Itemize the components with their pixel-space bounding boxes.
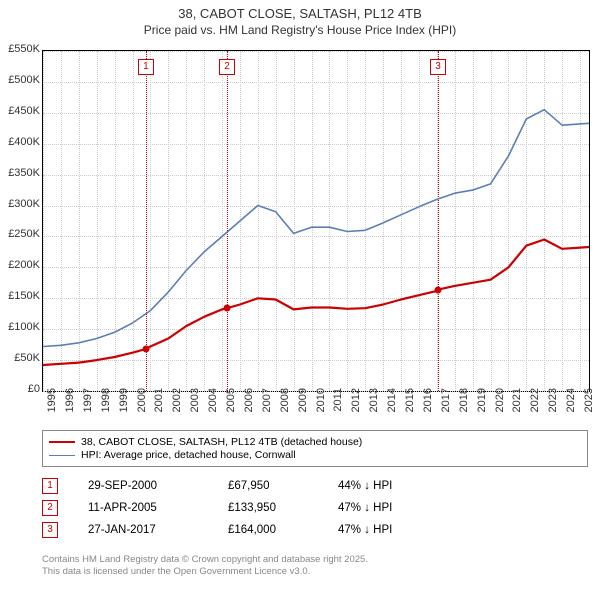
legend-swatch bbox=[49, 455, 75, 456]
sales-price: £133,950 bbox=[228, 502, 338, 514]
sales-table: 1 29-SEP-2000 £67,950 44% ↓ HPI 2 11-APR… bbox=[42, 475, 438, 541]
sales-delta: 44% ↓ HPI bbox=[338, 480, 438, 492]
sales-date: 27-JAN-2017 bbox=[88, 524, 228, 536]
legend-item: 38, CABOT CLOSE, SALTASH, PL12 4TB (deta… bbox=[49, 436, 581, 448]
sales-date: 29-SEP-2000 bbox=[88, 480, 228, 492]
sales-marker: 2 bbox=[42, 500, 58, 516]
sales-price: £164,000 bbox=[228, 524, 338, 536]
attribution: Contains HM Land Registry data © Crown c… bbox=[42, 554, 368, 579]
title-block: 38, CABOT CLOSE, SALTASH, PL12 4TB Price… bbox=[0, 0, 600, 37]
legend: 38, CABOT CLOSE, SALTASH, PL12 4TB (deta… bbox=[42, 430, 588, 467]
title-line1: 38, CABOT CLOSE, SALTASH, PL12 4TB bbox=[0, 6, 600, 21]
legend-swatch bbox=[49, 441, 75, 443]
plot-region: 123 bbox=[43, 51, 589, 391]
sales-date: 11-APR-2005 bbox=[88, 502, 228, 514]
sales-delta: 47% ↓ HPI bbox=[338, 524, 438, 536]
attribution-line1: Contains HM Land Registry data © Crown c… bbox=[42, 554, 368, 566]
chart-plot-area: 123 bbox=[42, 50, 590, 392]
title-line2: Price paid vs. HM Land Registry's House … bbox=[0, 23, 600, 37]
sales-delta: 47% ↓ HPI bbox=[338, 502, 438, 514]
sales-marker: 3 bbox=[42, 522, 58, 538]
legend-item: HPI: Average price, detached house, Corn… bbox=[49, 449, 581, 461]
sales-row: 3 27-JAN-2017 £164,000 47% ↓ HPI bbox=[42, 519, 438, 541]
sales-row: 2 11-APR-2005 £133,950 47% ↓ HPI bbox=[42, 497, 438, 519]
legend-label: 38, CABOT CLOSE, SALTASH, PL12 4TB (deta… bbox=[81, 436, 362, 448]
chart-container: 38, CABOT CLOSE, SALTASH, PL12 4TB Price… bbox=[0, 0, 600, 590]
legend-label: HPI: Average price, detached house, Corn… bbox=[81, 449, 296, 461]
sales-price: £67,950 bbox=[228, 480, 338, 492]
sales-marker: 1 bbox=[42, 478, 58, 494]
sales-row: 1 29-SEP-2000 £67,950 44% ↓ HPI bbox=[42, 475, 438, 497]
attribution-line2: This data is licensed under the Open Gov… bbox=[42, 566, 368, 578]
